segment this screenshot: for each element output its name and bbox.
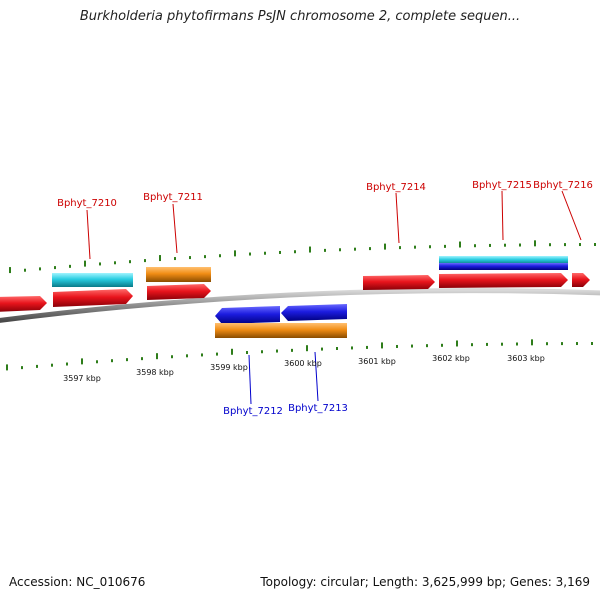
accession-text: Accession: NC_010676 [9, 575, 146, 589]
forward-strand-track [0, 273, 590, 312]
gene-labels: Bphyt_7210 Bphyt_7211 Bphyt_7214 Bphyt_7… [57, 180, 593, 417]
kbp-label: 3602 kbp [432, 354, 470, 363]
gene-bphyt-7210-arrow[interactable] [53, 289, 133, 307]
label-bphyt-7210[interactable]: Bphyt_7210 [57, 198, 117, 209]
gene-bphyt-7214-arrow[interactable] [363, 275, 435, 290]
leader-bphyt-7213 [314, 351, 319, 402]
leader-bphyt-7215 [501, 190, 504, 241]
gene-bphyt-7215-arrow[interactable] [439, 273, 568, 288]
map-title: Burkholderia phytofirmans PsJN chromosom… [79, 9, 521, 24]
kbp-label: 3601 kbp [358, 357, 396, 366]
inner-tick-track [6, 339, 593, 371]
label-bphyt-7212[interactable]: Bphyt_7212 [223, 406, 283, 417]
kbp-label: 3598 kbp [136, 368, 174, 377]
gene-forward-arrow[interactable] [0, 296, 47, 312]
orange-feature-1[interactable] [146, 267, 211, 282]
leader-bphyt-7211 [172, 203, 178, 254]
cyan-feature-1[interactable] [52, 273, 133, 287]
gene-bphyt-7211-arrow[interactable] [147, 284, 211, 300]
topology-summary: Topology: circular; Length: 3,625,999 bp… [260, 575, 590, 589]
leader-bphyt-7216 [561, 190, 582, 241]
cyan-feature-2[interactable] [439, 256, 568, 264]
kbp-label: 3599 kbp [210, 363, 248, 372]
label-bphyt-7214[interactable]: Bphyt_7214 [366, 182, 426, 193]
chromosome-backbone [0, 288, 600, 323]
feature-track-upper [52, 256, 568, 287]
blue-feature-1[interactable] [439, 263, 568, 270]
leader-bphyt-7212 [248, 354, 252, 405]
kbp-label: 3603 kbp [507, 354, 545, 363]
gene-bphyt-7216-arrow[interactable] [572, 273, 590, 287]
gene-bphyt-7213-arrow[interactable] [281, 304, 347, 321]
kbp-label: 3600 kbp [284, 359, 322, 368]
label-bphyt-7216[interactable]: Bphyt_7216 [533, 180, 593, 191]
outer-tick-track [9, 240, 596, 274]
leader-bphyt-7214 [395, 192, 400, 244]
orange-feature-2[interactable] [215, 323, 347, 338]
leader-bphyt-7210 [86, 209, 91, 260]
label-leaders [86, 190, 582, 405]
kbp-label: 3597 kbp [63, 374, 101, 383]
label-bphyt-7213[interactable]: Bphyt_7213 [288, 403, 348, 414]
label-bphyt-7211[interactable]: Bphyt_7211 [143, 192, 203, 203]
label-bphyt-7215[interactable]: Bphyt_7215 [472, 180, 532, 191]
gene-bphyt-7212-arrow[interactable] [215, 306, 280, 324]
kbp-axis-labels: 3597 kbp 3598 kbp 3599 kbp 3600 kbp 3601… [63, 354, 545, 383]
reverse-strand-track [215, 304, 347, 338]
